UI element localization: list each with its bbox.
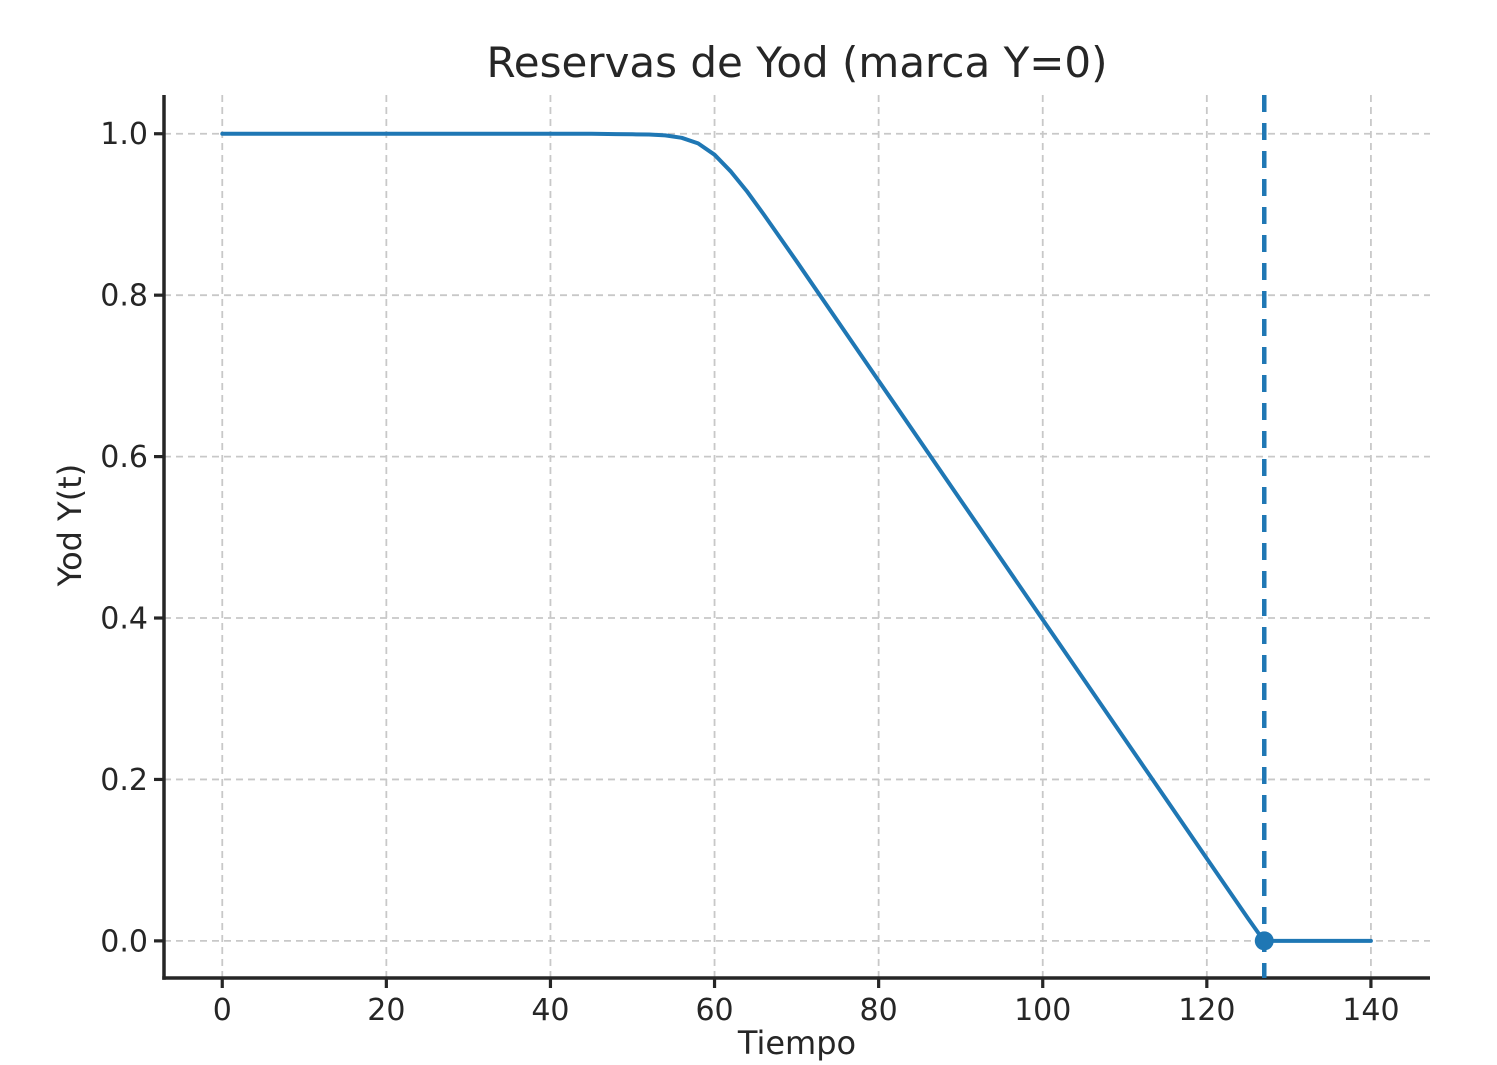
y-tick-label: 0.8 bbox=[100, 279, 148, 314]
x-tick-label: 140 bbox=[1342, 993, 1399, 1028]
y-tick-label: 0.0 bbox=[100, 924, 148, 959]
zero-marker-point bbox=[1254, 931, 1274, 951]
x-tick-label: 120 bbox=[1178, 993, 1235, 1028]
x-tick-label: 60 bbox=[695, 993, 733, 1028]
y-tick-label: 0.6 bbox=[100, 440, 148, 475]
x-axis-label: Tiempo bbox=[737, 1024, 857, 1062]
x-tick-label: 0 bbox=[213, 993, 232, 1028]
x-tick-label: 100 bbox=[1014, 993, 1071, 1028]
chart-title: Reservas de Yod (marca Y=0) bbox=[486, 38, 1108, 87]
y-tick-label: 1.0 bbox=[100, 117, 148, 152]
y-tick-label: 0.4 bbox=[100, 602, 148, 637]
x-tick-label: 80 bbox=[860, 993, 898, 1028]
y-tick-label: 0.2 bbox=[100, 763, 148, 798]
x-tick-label: 20 bbox=[367, 993, 405, 1028]
x-tick-label: 40 bbox=[531, 993, 569, 1028]
series-line bbox=[220, 131, 1373, 943]
